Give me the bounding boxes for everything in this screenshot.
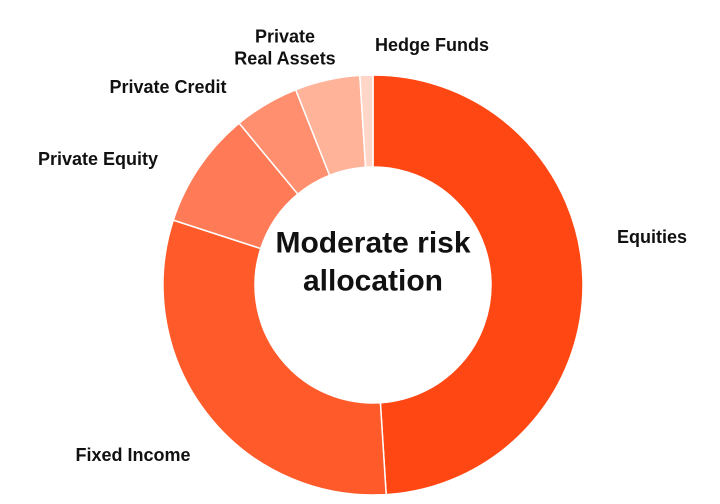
donut-slice bbox=[162, 219, 387, 496]
slice-label: Hedge Funds bbox=[374, 35, 490, 56]
slice-label: Private Equity bbox=[37, 149, 159, 170]
chart-title: Moderate risk allocation bbox=[275, 226, 471, 298]
slice-label: Equities bbox=[616, 227, 688, 248]
slice-label: Fixed Income bbox=[75, 445, 191, 466]
slice-label: Private Credit bbox=[109, 77, 227, 98]
slice-label: Private Real Assets bbox=[234, 26, 336, 68]
donut-slice bbox=[359, 74, 374, 169]
donut-slice bbox=[372, 74, 584, 496]
